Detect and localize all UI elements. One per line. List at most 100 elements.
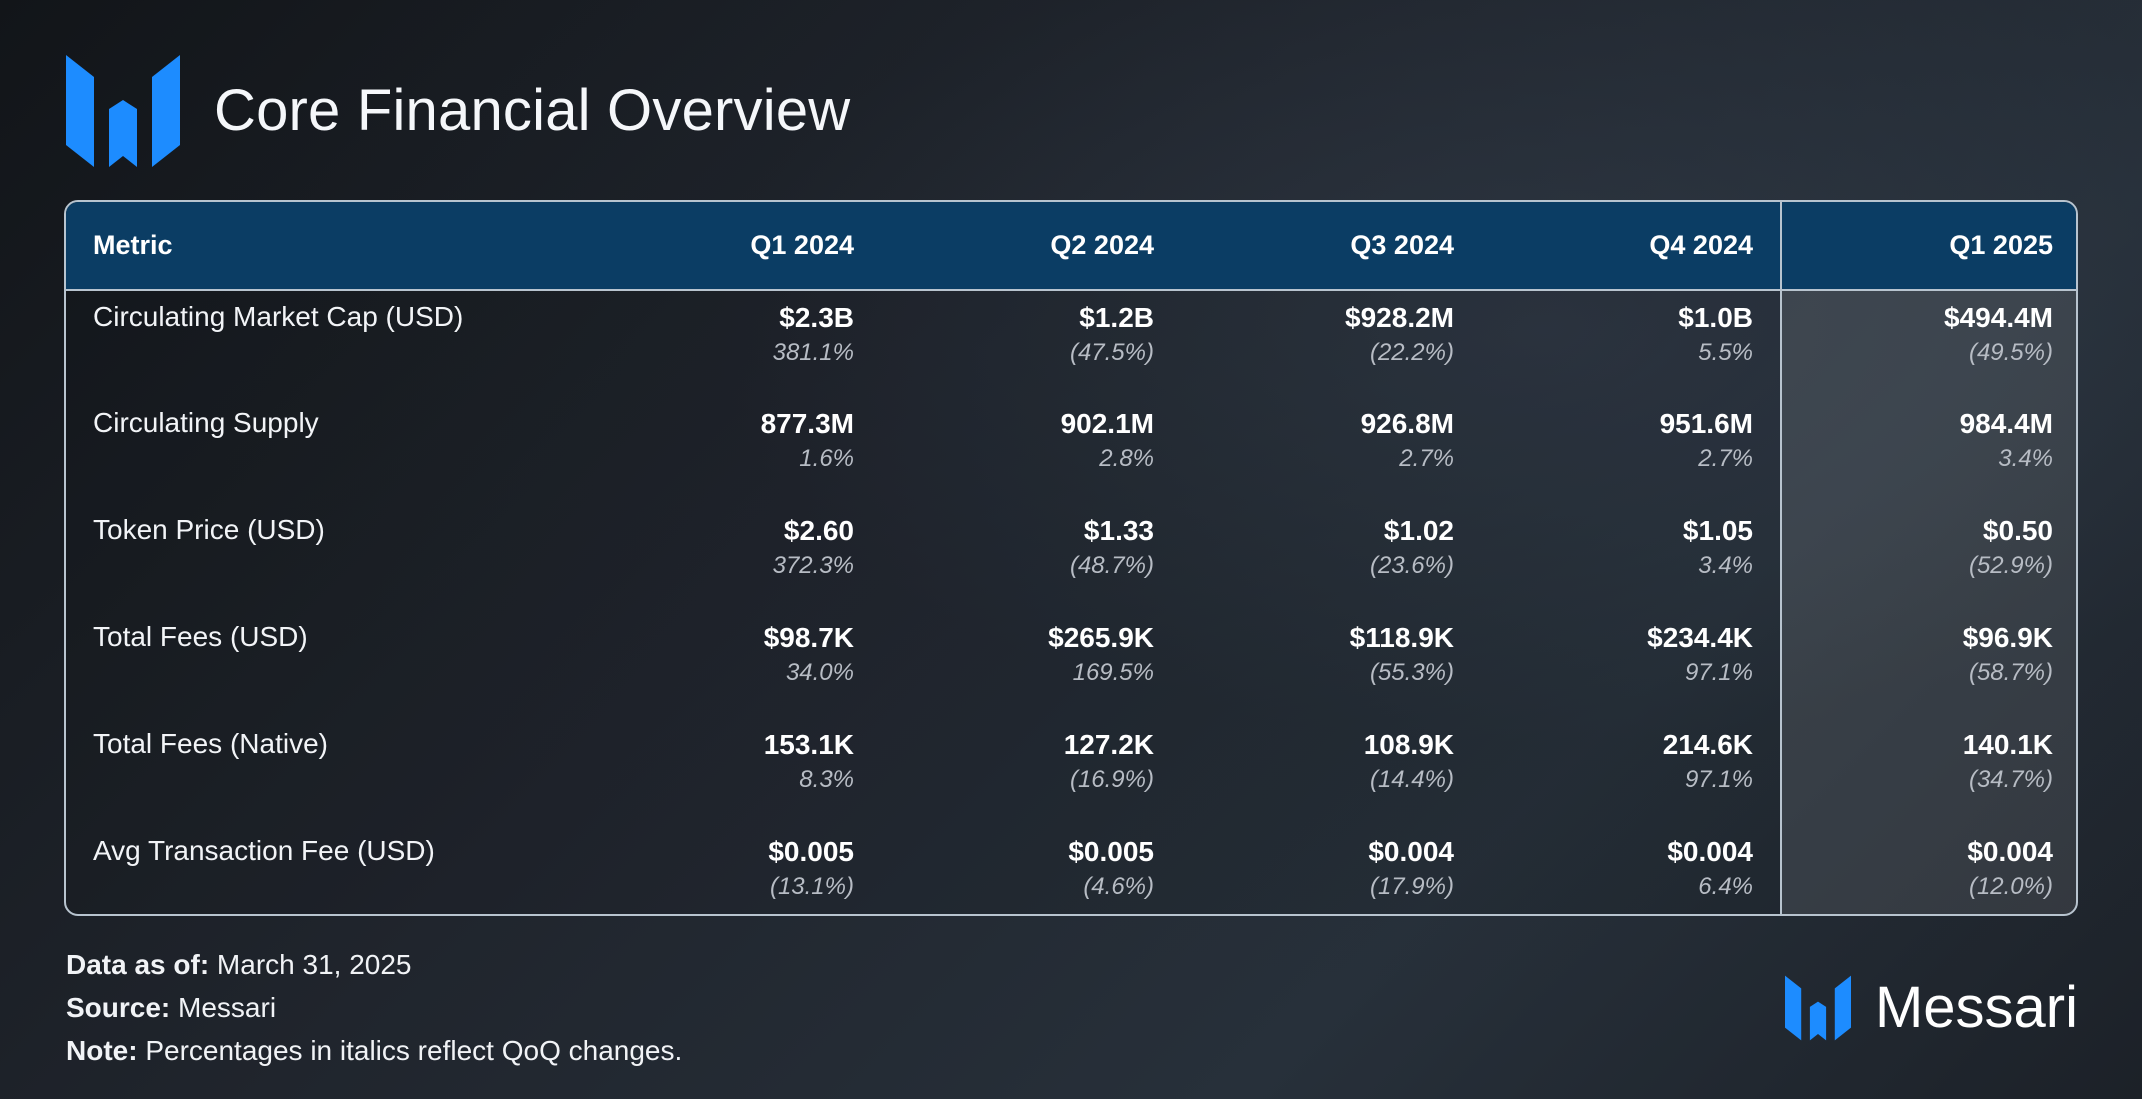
column-header-q1-2025: Q1 2025: [1780, 202, 2076, 291]
qoq-change: (13.1%): [769, 873, 854, 900]
page-title: Core Financial Overview: [214, 78, 851, 143]
table-cell-highlight: $0.004 (12.0%): [1780, 825, 2076, 914]
table-row: Total Fees (USD) $98.7K 34.0% $265.9K 169.…: [66, 611, 2076, 718]
table-row: Total Fees (Native) 153.1K 8.3% 127.2K (16…: [66, 718, 2076, 825]
table-cell-highlight: 984.4M 3.4%: [1780, 397, 2076, 504]
qoq-change: 381.1%: [772, 339, 854, 366]
qoq-change: (55.3%): [1369, 659, 1454, 686]
metric-name: Token Price (USD): [93, 514, 325, 545]
column-header-q4-2024: Q4 2024: [1481, 202, 1781, 291]
qoq-change: (52.9%): [1968, 552, 2053, 579]
table-cell: 108.9K (14.4%): [1181, 718, 1481, 825]
qoq-change: 34.0%: [785, 659, 854, 686]
column-header-q2-2024: Q2 2024: [881, 202, 1181, 291]
brand-logo: Messari: [1784, 972, 2078, 1044]
metric-value: 214.6K: [1662, 729, 1753, 760]
table-cell: 902.1M 2.8%: [881, 397, 1181, 504]
qoq-change: 372.3%: [772, 552, 854, 579]
table-cell: $2.60 372.3%: [581, 504, 881, 611]
table-cell: 926.8M 2.7%: [1181, 397, 1481, 504]
messari-logo-icon: [1784, 975, 1851, 1041]
table-cell: 214.6K 97.1%: [1481, 718, 1781, 825]
financial-data-table: Metric Q1 2024 Q2 2024 Q3 2024 Q4 2024 Q…: [66, 202, 2076, 914]
metric-value: $2.60: [783, 515, 854, 546]
source-label: Source:: [66, 992, 171, 1023]
table-cell: 127.2K (16.9%): [881, 718, 1181, 825]
qoq-change: (47.5%): [1069, 339, 1154, 366]
table-row: Circulating Market Cap (USD) $2.3B 381.1%…: [66, 290, 2076, 397]
metric-value: $1.05: [1682, 515, 1753, 546]
qoq-change: 97.1%: [1684, 766, 1753, 793]
qoq-change: (22.2%): [1369, 339, 1454, 366]
note-value: Percentages in italics reflect QoQ chang…: [137, 1035, 683, 1066]
table-cell: $1.02 (23.6%): [1181, 504, 1481, 611]
qoq-change: 2.7%: [1399, 445, 1454, 472]
data-as-of-label: Data as of:: [66, 949, 210, 980]
data-as-of-line: Data as of: March 31, 2025: [66, 943, 682, 986]
table-cell: $0.005 (13.1%): [581, 825, 881, 914]
messari-logo-icon: [66, 55, 180, 167]
metric-value: $1.02: [1383, 515, 1454, 546]
metric-value: $0.004: [1667, 836, 1753, 867]
table-cell: $0.005 (4.6%): [881, 825, 1181, 914]
qoq-change: (16.9%): [1069, 766, 1154, 793]
metric-value: $1.2B: [1079, 302, 1154, 333]
page-header: Core Financial Overview: [66, 55, 850, 167]
note-label: Note:: [66, 1035, 138, 1066]
metric-value: $265.9K: [1048, 622, 1154, 653]
table-cell: 153.1K 8.3%: [581, 718, 881, 825]
table-header-row: Metric Q1 2024 Q2 2024 Q3 2024 Q4 2024 Q…: [66, 202, 2076, 291]
metric-value: $0.004: [1368, 836, 1454, 867]
metric-value: $1.33: [1083, 515, 1154, 546]
metric-value: $0.005: [1068, 836, 1154, 867]
table-cell: $118.9K (55.3%): [1181, 611, 1481, 718]
table-cell-highlight: 140.1K (34.7%): [1780, 718, 2076, 825]
table-cell: $1.2B (47.5%): [881, 290, 1181, 397]
metric-value: 984.4M: [1959, 408, 2053, 439]
metric-value: 951.6M: [1659, 408, 1753, 439]
source-value: Messari: [170, 992, 277, 1023]
table-row: Token Price (USD) $2.60 372.3% $1.33 (48.7…: [66, 504, 2076, 611]
metric-value: $96.9K: [1962, 622, 2053, 653]
qoq-change: (12.0%): [1968, 873, 2053, 900]
metric-value: 108.9K: [1363, 729, 1454, 760]
metric-value: $118.9K: [1349, 622, 1454, 653]
metric-value: $928.2M: [1345, 302, 1454, 333]
metric-value: $2.3B: [779, 302, 854, 333]
data-as-of-value: March 31, 2025: [209, 949, 412, 980]
qoq-change: 8.3%: [799, 766, 854, 793]
table-cell: $1.05 3.4%: [1481, 504, 1781, 611]
table-cell-highlight: $0.50 (52.9%): [1780, 504, 2076, 611]
metric-value: $494.4M: [1944, 302, 2053, 333]
qoq-change: 2.7%: [1698, 445, 1753, 472]
qoq-change: 2.8%: [1099, 445, 1154, 472]
table-cell-highlight: $96.9K (58.7%): [1780, 611, 2076, 718]
qoq-change: (17.9%): [1369, 873, 1454, 900]
metric-value: $98.7K: [763, 622, 854, 653]
column-header-q1-2024: Q1 2024: [581, 202, 881, 291]
qoq-change: 6.4%: [1698, 873, 1753, 900]
qoq-change: (4.6%): [1083, 873, 1154, 900]
table-cell: $98.7K 34.0%: [581, 611, 881, 718]
column-header-metric: Metric: [66, 202, 581, 291]
table-cell-highlight: $494.4M (49.5%): [1780, 290, 2076, 397]
metric-name: Total Fees (USD): [93, 621, 308, 652]
table-cell: $265.9K 169.5%: [881, 611, 1181, 718]
qoq-change: 1.6%: [799, 445, 854, 472]
source-line: Source: Messari: [66, 986, 682, 1029]
metric-value: 877.3M: [760, 408, 854, 439]
table-cell: $0.004 (17.9%): [1181, 825, 1481, 914]
table-cell: $928.2M (22.2%): [1181, 290, 1481, 397]
metric-value: 140.1K: [1962, 729, 2053, 760]
qoq-change: 97.1%: [1684, 659, 1753, 686]
qoq-change: (48.7%): [1069, 552, 1154, 579]
metric-value: 902.1M: [1060, 408, 1154, 439]
footer-notes: Data as of: March 31, 2025 Source: Messa…: [66, 943, 682, 1072]
qoq-change: (49.5%): [1968, 339, 2053, 366]
qoq-change: (34.7%): [1968, 766, 2053, 793]
metric-name: Circulating Market Cap (USD): [93, 301, 464, 332]
qoq-change: (14.4%): [1369, 766, 1454, 793]
metric-value: $234.4K: [1647, 622, 1753, 653]
metric-value: 153.1K: [763, 729, 854, 760]
table-cell: $234.4K 97.1%: [1481, 611, 1781, 718]
